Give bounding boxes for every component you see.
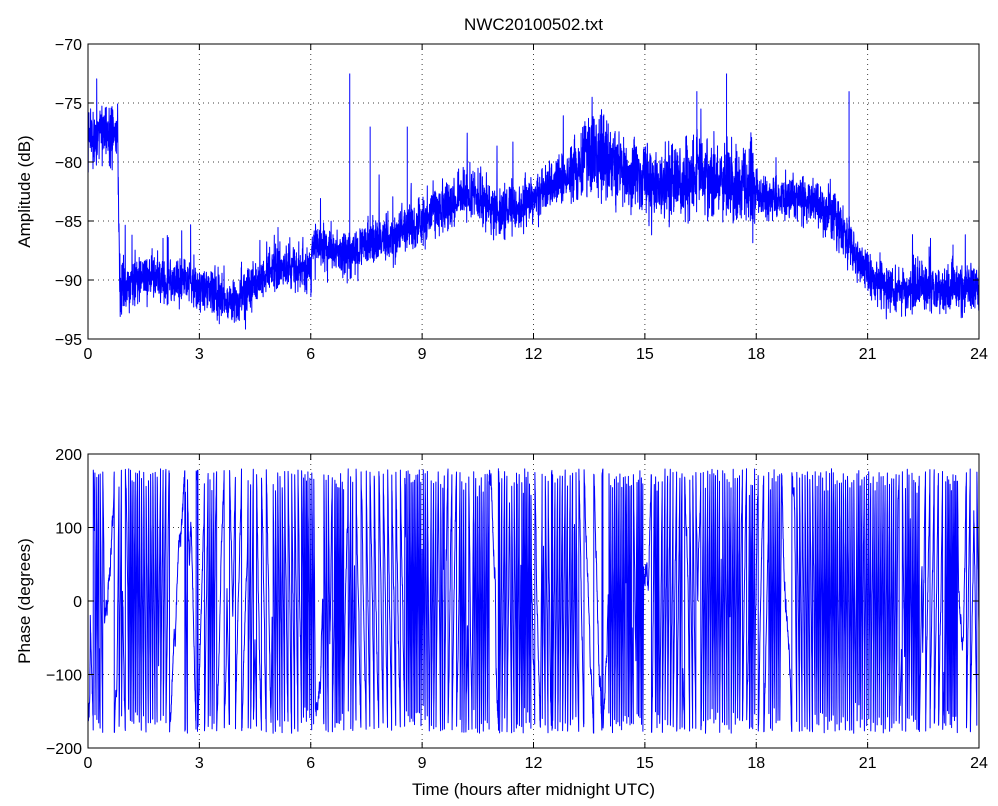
x-tick-label: 18 [747, 346, 765, 363]
y-tick-label: 200 [55, 447, 82, 464]
amplitude-ticks: 0 3 6 9 12 15 18 21 24 −70 −75 −80 −85 −90 −95 [55, 37, 988, 363]
x-tick-label: 0 [84, 346, 93, 363]
y-tick-label: 100 [55, 521, 82, 538]
x-tick-label: 15 [636, 755, 654, 772]
amplitude-series [88, 73, 979, 330]
x-tick-label: 24 [970, 346, 988, 363]
y-tick-label: −85 [55, 214, 82, 231]
y-tick-label: −100 [46, 668, 82, 685]
y-tick-label: 0 [73, 594, 82, 611]
x-tick-label: 12 [525, 346, 543, 363]
figure-title: NWC20100502.txt [464, 15, 603, 34]
x-tick-label: 6 [306, 346, 315, 363]
amplitude-axes: 0 3 6 9 12 15 18 21 24 −70 −75 −80 −85 −90 −95 Amplitu… [15, 37, 988, 363]
x-tick-label: 0 [84, 755, 93, 772]
x-tick-label: 12 [525, 755, 543, 772]
phase-axes: 0 3 6 9 12 15 18 21 24 200 100 0 −100 −200 Phase (deg… [15, 447, 988, 799]
x-tick-label: 21 [859, 346, 877, 363]
x-tick-label: 3 [195, 755, 204, 772]
phase-axes-box [87, 453, 980, 749]
phase-ticks: 0 3 6 9 12 15 18 21 24 200 100 0 −100 −200 [46, 447, 988, 772]
y-tick-label: −200 [46, 741, 82, 758]
x-tick-label: 3 [195, 346, 204, 363]
x-tick-label: 24 [970, 755, 988, 772]
x-tick-label: 18 [747, 755, 765, 772]
y-tick-label: −90 [55, 273, 82, 290]
amplitude-axes-box [87, 43, 980, 340]
amplitude-line [88, 78, 979, 330]
x-tick-label: 21 [859, 755, 877, 772]
y-tick-label: −80 [55, 155, 82, 172]
phase-series [88, 468, 979, 734]
x-tick-label: 15 [636, 346, 654, 363]
amplitude-y-axis-label: Amplitude (dB) [15, 135, 34, 247]
y-tick-label: −70 [55, 37, 82, 54]
phase-y-axis-label: Phase (degrees) [15, 538, 34, 664]
x-tick-label: 9 [418, 346, 427, 363]
phase-line [88, 468, 979, 734]
y-tick-label: −95 [55, 332, 82, 349]
x-tick-label: 9 [418, 755, 427, 772]
x-tick-label: 6 [306, 755, 315, 772]
phase-grid [88, 454, 979, 748]
phase-x-axis-label: Time (hours after midnight UTC) [412, 780, 655, 799]
y-tick-label: −75 [55, 96, 82, 113]
